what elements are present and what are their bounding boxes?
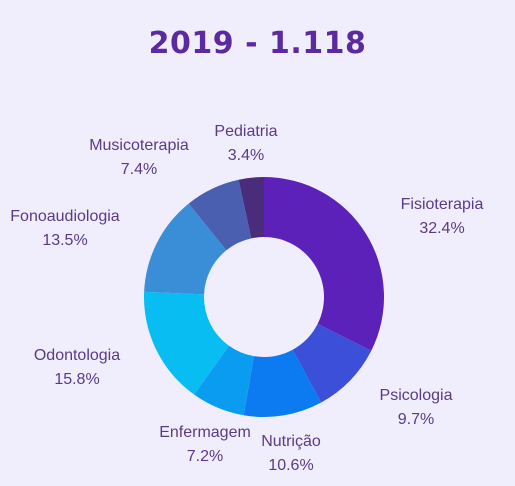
slice-value-fisioterapia: 32.4%: [419, 220, 464, 237]
slice-fonoaudiologia: [144, 203, 227, 295]
slice-label-nutricao: Nutrição: [261, 433, 321, 450]
slice-value-enfermagem: 7.2%: [187, 448, 223, 465]
slice-label-pediatria: Pediatria: [214, 123, 277, 140]
slice-value-fonoaudiologia: 13.5%: [42, 232, 87, 249]
chart-title: 2019 - 1.118: [148, 26, 367, 61]
slice-musicoterapia: [188, 179, 252, 251]
slice-label-fisioterapia: Fisioterapia: [401, 196, 484, 213]
slice-enfermagem: [194, 345, 254, 416]
slice-label-fonoaudiologia: Fonoaudiologia: [10, 208, 120, 225]
slice-value-nutricao: 10.6%: [268, 457, 313, 474]
slice-value-psicologia: 9.7%: [398, 411, 434, 428]
slice-value-odontologia: 15.8%: [54, 371, 99, 388]
slice-pediatria: [238, 177, 264, 239]
slice-psicologia: [292, 323, 372, 403]
slice-label-musicoterapia: Musicoterapia: [89, 137, 189, 154]
slice-odontologia: [144, 291, 230, 395]
slice-label-odontologia: Odontologia: [34, 347, 120, 364]
slice-label-enfermagem: Enfermagem: [159, 424, 251, 441]
slice-value-musicoterapia: 7.4%: [121, 161, 157, 178]
slice-value-pediatria: 3.4%: [228, 147, 264, 164]
slice-nutricao: [243, 349, 322, 417]
slice-fisioterapia: [264, 177, 384, 351]
slice-label-psicologia: Psicologia: [380, 387, 453, 404]
